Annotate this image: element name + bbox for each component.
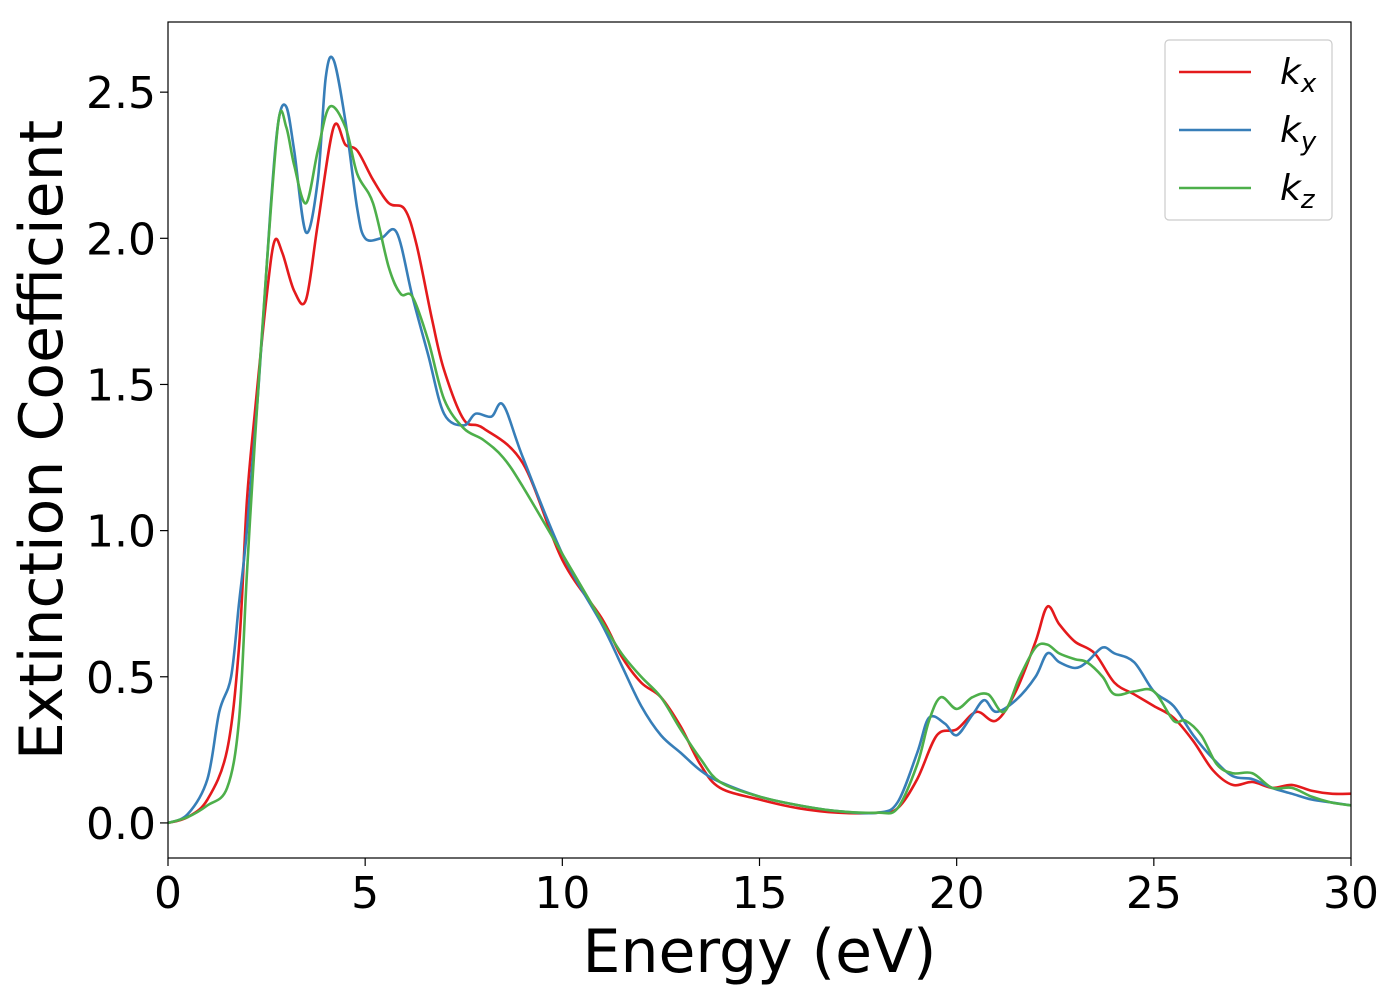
y-axis-label: Extinction Coefficient: [7, 120, 77, 760]
y-tick-label: 2.5: [86, 68, 156, 119]
x-tick-label: 15: [732, 868, 788, 919]
legend-label: ky: [1280, 110, 1317, 157]
x-tick-label: 30: [1323, 868, 1379, 919]
y-tick-label: 1.5: [86, 360, 156, 411]
y-tick-label: 1.0: [86, 507, 156, 558]
x-tick-label: 10: [534, 868, 590, 919]
legend: kx ky kz: [1164, 39, 1333, 221]
y-tick-label: 0.0: [86, 799, 156, 850]
y-tick-label: 2.0: [86, 214, 156, 265]
legend-label: kz: [1280, 168, 1316, 215]
legend-label: kx: [1280, 52, 1317, 99]
x-axis-label: Energy (eV): [583, 917, 937, 987]
y-axis: 0.0 0.5 1.0 1.5 2.0 2.5: [86, 68, 168, 850]
series-layer: [167, 55, 1352, 825]
y-tick-label: 0.5: [86, 653, 156, 704]
series-line-kz: [167, 104, 1352, 825]
x-tick-label: 20: [929, 868, 985, 919]
series-line-ky: [167, 55, 1352, 825]
x-tick-label: 0: [154, 868, 182, 919]
x-axis: 0 5 10 15 20 25 30: [154, 858, 1379, 919]
x-tick-label: 25: [1126, 868, 1182, 919]
x-tick-label: 5: [351, 868, 379, 919]
